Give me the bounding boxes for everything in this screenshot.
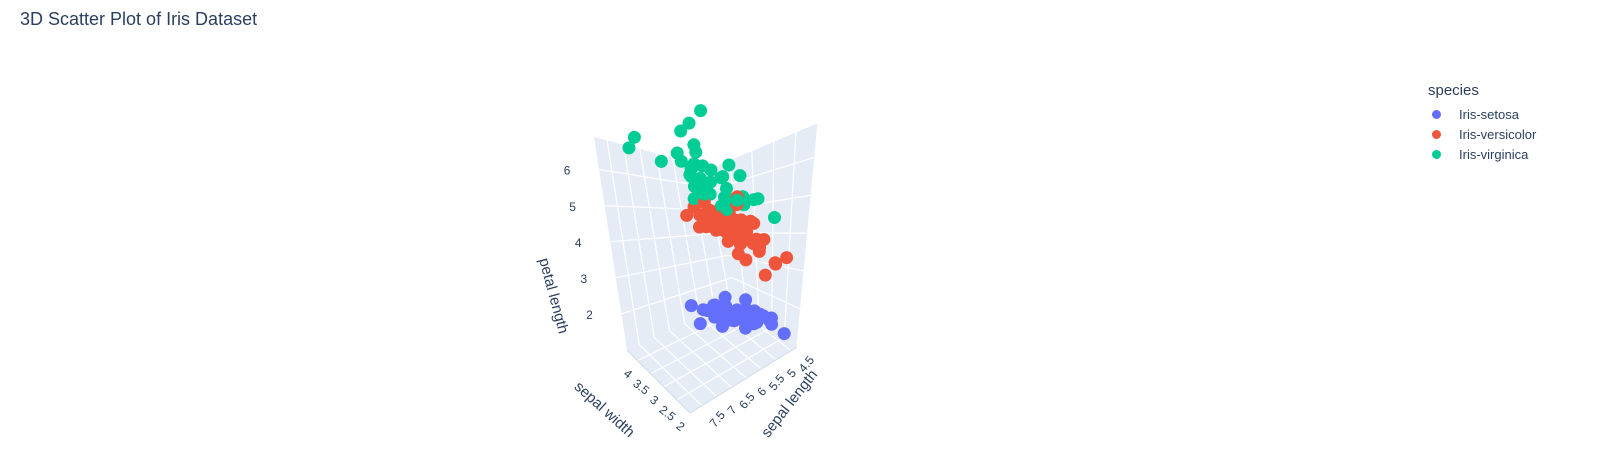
legend-swatch-iris-setosa [1432,109,1441,119]
tick-label-x: 5.5 [766,371,788,393]
tick-label-x: 6.5 [736,390,758,412]
point-iris-setosa[interactable] [739,293,753,307]
point-iris-virginica[interactable] [722,158,736,172]
gridline-z-wall-y [621,277,733,315]
point-iris-versicolor[interactable] [711,211,725,225]
point-iris-versicolor[interactable] [721,234,735,248]
point-iris-setosa[interactable] [777,327,791,341]
point-iris-setosa[interactable] [764,311,778,325]
gridline-y-floor [663,326,772,388]
point-iris-virginica[interactable] [684,161,698,175]
point-iris-versicolor[interactable] [757,233,771,246]
point-iris-virginica[interactable] [627,130,641,144]
point-iris-versicolor[interactable] [758,268,772,282]
point-iris-virginica[interactable] [694,104,708,118]
data-points [622,104,794,341]
point-iris-virginica[interactable] [654,154,668,168]
axis-title-z: petal length [535,256,571,335]
point-iris-setosa[interactable] [684,299,698,313]
point-iris-virginica[interactable] [716,170,730,184]
tick-label-z: 2 [586,308,593,322]
legend-item-iris-setosa[interactable]: Iris-setosa [1428,104,1536,124]
point-iris-virginica[interactable] [689,145,703,159]
legend: species Iris-setosa Iris-versicolor Iris… [1428,82,1536,164]
point-iris-virginica[interactable] [751,192,765,206]
axis-title-y: sepal width [571,378,638,441]
point-iris-versicolor[interactable] [747,235,761,249]
gridline-z-wall-x [715,156,815,189]
point-iris-virginica[interactable] [720,182,733,195]
legend-label-iris-versicolor: Iris-versicolor [1459,126,1537,142]
point-iris-setosa[interactable] [700,304,714,317]
point-iris-virginica[interactable] [695,175,709,189]
point-iris-virginica[interactable] [768,211,781,224]
tick-label-y: 2 [674,419,688,434]
tick-label-z: 3 [580,272,587,286]
tick-label-z: 6 [564,164,571,178]
point-iris-virginica[interactable] [670,146,684,160]
legend-label-iris-setosa: Iris-setosa [1459,106,1519,122]
legend-label-iris-virginica: Iris-virginica [1459,146,1529,162]
point-iris-setosa[interactable] [744,311,758,325]
tick-label-y: 2.5 [657,403,679,425]
legend-swatch-iris-versicolor [1432,129,1441,139]
point-iris-setosa[interactable] [733,304,747,318]
gridline-y-wall [796,122,819,348]
point-iris-virginica[interactable] [682,116,696,130]
point-iris-virginica[interactable] [698,187,711,201]
box-edge [689,346,798,414]
legend-title: species [1428,82,1479,99]
point-iris-virginica[interactable] [687,192,701,206]
point-iris-versicolor[interactable] [703,203,717,217]
gridline-z-wall-y [610,232,724,243]
legend-item-iris-virginica[interactable]: Iris-virginica [1428,144,1536,164]
point-iris-setosa[interactable] [693,317,707,331]
point-iris-virginica[interactable] [733,169,747,183]
scene-gridlines [598,122,819,414]
tick-label-y: 3.5 [630,376,652,398]
point-iris-versicolor[interactable] [744,214,757,228]
point-iris-setosa[interactable] [721,313,735,327]
gridline-z-wall-y [615,254,728,279]
tick-label-y: 3 [647,393,661,408]
tick-label-z: 4 [575,236,582,250]
axis-title-x: sepal length [758,367,821,441]
point-iris-virginica[interactable] [704,163,718,177]
box-edge [626,349,691,414]
tick-label-x: 7.5 [707,408,729,430]
tick-label-z: 5 [569,200,576,214]
gridline-z-wall-x [731,277,801,310]
point-iris-versicolor[interactable] [680,208,694,222]
point-iris-virginica[interactable] [622,141,636,155]
point-iris-versicolor[interactable] [739,253,753,267]
tick-label-y: 4 [621,366,635,381]
point-iris-versicolor[interactable] [769,257,783,271]
point-iris-versicolor[interactable] [780,251,794,265]
chart-title: 3D Scatter Plot of Iris Dataset [20,9,258,29]
point-iris-versicolor[interactable] [709,223,723,237]
point-iris-virginica[interactable] [730,193,744,207]
legend-item-iris-versicolor[interactable]: Iris-versicolor [1428,124,1536,144]
legend-swatch-iris-virginica [1432,149,1441,159]
point-iris-virginica[interactable] [674,124,688,138]
gridline-y-floor [676,336,785,401]
